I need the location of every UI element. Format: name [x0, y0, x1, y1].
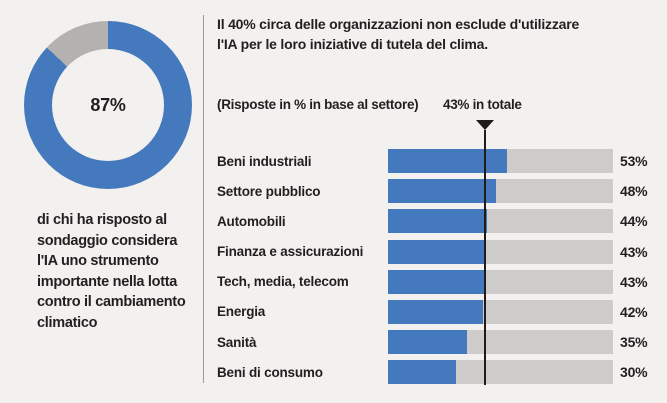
bar-track [388, 149, 613, 173]
bar-fill [388, 149, 508, 173]
bar-fill [388, 209, 487, 234]
bar-track [388, 239, 613, 264]
bar-track [388, 179, 613, 204]
bar-value: 53% [620, 153, 648, 169]
chart-subtitle: (Risposte in % in base al settore) [217, 97, 419, 112]
bar-fill [388, 360, 456, 385]
bar-value: 42% [620, 303, 648, 320]
reference-line [483, 130, 486, 385]
headline-line: l'IA per le loro iniziative di tutela de… [217, 36, 488, 52]
bar-track [388, 360, 613, 385]
bar-label: Beni di consumo [217, 364, 323, 380]
bar-row: Sanità 35% [217, 330, 648, 355]
bar-row: Settore pubblico 48% [217, 179, 648, 204]
caption-line: climatico [37, 314, 98, 331]
bar-label: Energia [217, 304, 266, 320]
bar-value: 30% [620, 364, 648, 381]
bar-track [388, 209, 613, 234]
bar-row: Finanza e assicurazioni 43% [217, 239, 648, 264]
bar-fill [388, 179, 496, 204]
column-divider [203, 15, 204, 383]
bar-label: Beni industriali [217, 153, 312, 169]
down-triangle-icon [475, 120, 494, 130]
bar-value: 43% [620, 273, 648, 290]
bar-row: Beni di consumo 30% [217, 360, 648, 385]
bar-fill [388, 330, 467, 355]
headline-line: Il 40% circa delle organizzazioni non es… [217, 16, 580, 32]
bar-label: Sanità [217, 334, 257, 350]
caption-line: l'IA uno strumento [37, 253, 159, 270]
bar-label: Settore pubblico [217, 183, 321, 199]
bar-label: Automobili [217, 213, 286, 229]
donut-center-label: 87% [90, 94, 126, 115]
bar-value: 43% [620, 243, 648, 260]
caption-line: sondaggio considera [37, 232, 178, 249]
caption-line: importante nella lotta [37, 273, 178, 290]
bar-fill [388, 269, 485, 294]
bar-value: 35% [620, 334, 648, 351]
bar-track [388, 269, 613, 294]
bar-value: 48% [620, 183, 648, 200]
donut-chart: 87% [24, 21, 192, 189]
total-label: 43% in totale [443, 97, 522, 112]
donut-hole: 87% [52, 49, 164, 161]
bar-label: Tech, media, telecom [217, 274, 349, 290]
bar-fill [388, 239, 485, 264]
bar-row: Energia 42% [217, 299, 648, 324]
bar-track [388, 330, 613, 355]
caption-line: contro il cambiamento [37, 294, 186, 311]
survey-caption: di chi ha risposto al sondaggio consider… [37, 210, 186, 334]
headline: Il 40% circa delle organizzazioni non es… [217, 14, 579, 54]
bar-fill [388, 299, 483, 324]
bar-row: Beni industriali 53% [217, 149, 648, 173]
bar-row: Tech, media, telecom 43% [217, 269, 648, 294]
bar-rows: Beni industriali 53% Settore pubblico 48… [217, 149, 648, 391]
bar-value: 44% [620, 213, 648, 230]
bar-row: Automobili 44% [217, 209, 648, 234]
bar-track [388, 299, 613, 324]
bar-label: Finanza e assicurazioni [217, 244, 364, 260]
caption-line: di chi ha risposto al [37, 212, 167, 228]
